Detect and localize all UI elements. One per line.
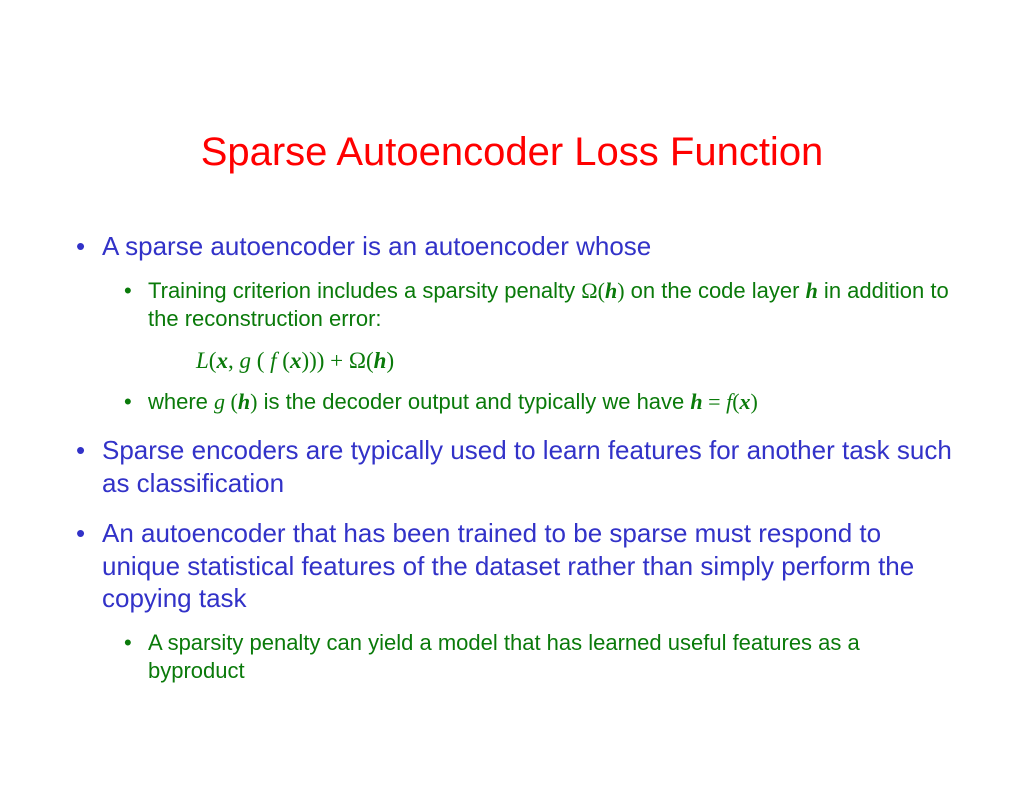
slide-title: Sparse Autoencoder Loss Function	[70, 130, 954, 175]
bullet-list: A sparse autoencoder is an autoencoder w…	[70, 230, 954, 686]
b1s2-x: x	[740, 389, 751, 414]
b1s1-a: Training criterion includes a sparsity p…	[148, 278, 581, 303]
f-g: g	[239, 348, 256, 373]
bullet-3-text: An autoencoder that has been trained to …	[102, 518, 914, 613]
b1s1-h2: h	[806, 278, 818, 303]
f-L: L	[196, 348, 209, 373]
bullet-2-text: Sparse encoders are typically used to le…	[102, 435, 952, 498]
f-x1: x	[216, 348, 228, 373]
b1s2-h: h	[238, 389, 250, 414]
b1s2-pxc: )	[751, 389, 758, 414]
slide: Sparse Autoencoder Loss Function A spars…	[0, 0, 1024, 744]
f-p2: (	[282, 348, 290, 373]
bullet-1-sublist: Training criterion includes a sparsity p…	[120, 277, 954, 417]
bullet-3-sub-1: A sparsity penalty can yield a model tha…	[120, 629, 954, 686]
bullet-3-sublist: A sparsity penalty can yield a model tha…	[120, 629, 954, 686]
bullet-1-sub-1: Training criterion includes a sparsity p…	[120, 277, 954, 376]
f-h: h	[374, 348, 387, 373]
f-p4: )	[386, 348, 394, 373]
f-x2: x	[290, 348, 302, 373]
b3s1-text: A sparsity penalty can yield a model tha…	[148, 630, 860, 684]
b1s2-ph: (	[231, 389, 238, 414]
bullet-1-sub-2: where g (h) is the decoder output and ty…	[120, 388, 954, 417]
b1s2-a: where	[148, 389, 214, 414]
b1s2-px: (	[732, 389, 739, 414]
f-p3: ))) + Ω(	[301, 348, 373, 373]
f-comma: ,	[228, 348, 240, 373]
b1s1-h: h	[605, 278, 617, 303]
f-f: f	[270, 348, 282, 373]
b1s2-b: is the decoder output and typically we h…	[257, 389, 690, 414]
b1s1-close: )	[617, 278, 624, 303]
b1s2-g: g	[214, 389, 231, 414]
bullet-2: Sparse encoders are typically used to le…	[70, 434, 954, 499]
bullet-3: An autoencoder that has been trained to …	[70, 517, 954, 686]
bullet-1: A sparse autoencoder is an autoencoder w…	[70, 230, 954, 416]
b1s2-h2: h	[690, 389, 702, 414]
bullet-1-text: A sparse autoencoder is an autoencoder w…	[102, 231, 651, 261]
b1s1-omega: Ω(	[581, 278, 605, 303]
loss-formula: L(x, g ( f (x))) + Ω(h)	[196, 346, 954, 376]
b1s2-eq: =	[703, 389, 726, 414]
b1s1-b: on the code layer	[625, 278, 806, 303]
f-p1: (	[257, 348, 270, 373]
